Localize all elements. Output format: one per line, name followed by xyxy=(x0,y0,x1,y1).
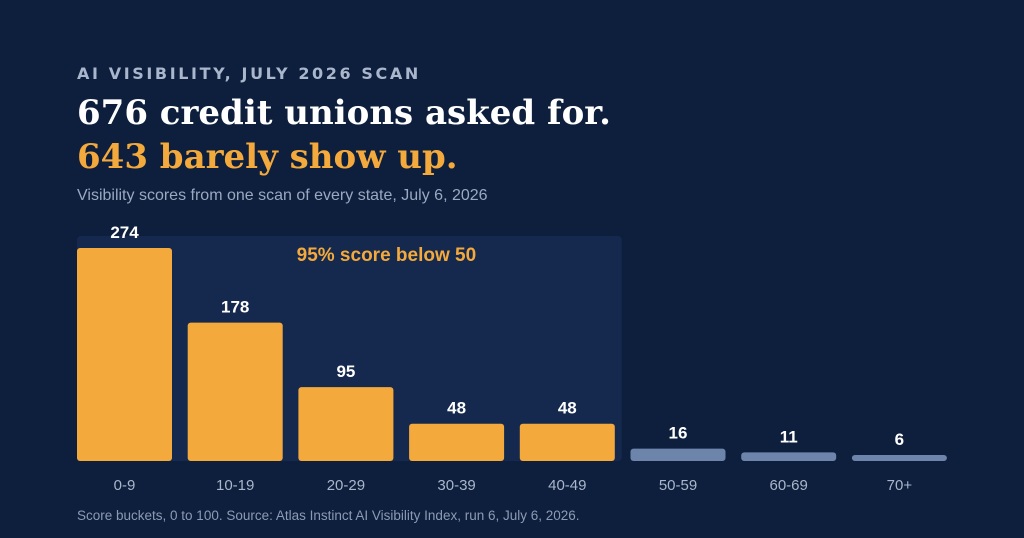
category-labels-group: 0-9 10-19 20-29 30-39 40-49 50-59 60-69 70+ xyxy=(114,477,913,494)
bar-20-29 xyxy=(298,387,394,461)
bar-10-19 xyxy=(187,322,283,461)
value-label-70+: 6 xyxy=(895,430,904,449)
value-label-60-69: 11 xyxy=(780,427,798,446)
headline-line-2: 643 barely show up. xyxy=(77,137,458,177)
chart-footnote: Score buckets, 0 to 100. Source: Atlas I… xyxy=(77,508,580,523)
bars-group xyxy=(77,248,947,461)
bar-60-69 xyxy=(741,452,837,461)
value-label-40-49: 48 xyxy=(558,399,577,418)
value-label-50-59: 16 xyxy=(669,424,688,443)
bar-70+ xyxy=(851,455,947,461)
category-label-10-19: 10-19 xyxy=(216,477,254,494)
bar-50-59 xyxy=(630,448,726,461)
value-labels-group: 274 178 95 48 48 16 11 6 xyxy=(110,223,904,449)
category-label-60-69: 60-69 xyxy=(770,477,808,494)
bar-30-39 xyxy=(409,423,505,461)
chart-subtitle: Visibility scores from one scan of every… xyxy=(77,187,488,204)
headline-line-1: 676 credit unions asked for. xyxy=(77,93,611,133)
category-label-50-59: 50-59 xyxy=(659,477,697,494)
value-label-20-29: 95 xyxy=(336,362,355,381)
bar-40-49 xyxy=(519,423,615,461)
chart-kicker: AI VISIBILITY, JULY 2026 SCAN xyxy=(77,64,421,83)
category-label-0-9: 0-9 xyxy=(114,477,136,494)
value-label-0-9: 274 xyxy=(110,223,139,242)
category-label-40-49: 40-49 xyxy=(548,477,586,494)
category-label-20-29: 20-29 xyxy=(327,477,365,494)
bar-0-9 xyxy=(77,248,172,461)
highlight-annotation: 95% score below 50 xyxy=(297,245,477,266)
category-label-30-39: 30-39 xyxy=(437,477,475,494)
value-label-10-19: 178 xyxy=(221,298,249,317)
value-label-30-39: 48 xyxy=(447,399,466,418)
category-label-70+: 70+ xyxy=(887,477,913,494)
